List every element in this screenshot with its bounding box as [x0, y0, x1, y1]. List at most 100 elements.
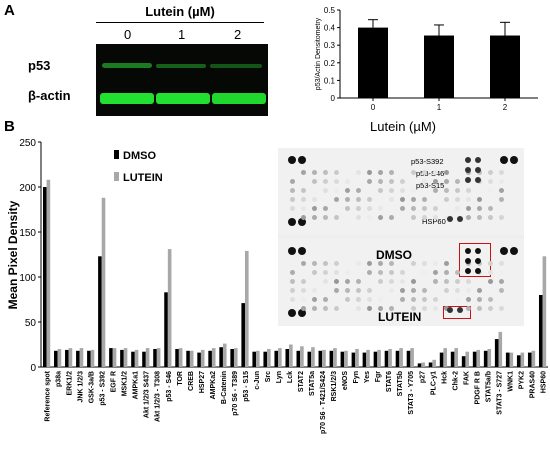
array-spot: [388, 305, 394, 311]
dmso-bar: [406, 350, 411, 367]
dmso-bar: [274, 350, 279, 367]
densitometry-y-tick-label: 0.1: [324, 76, 336, 85]
array-spot: [355, 205, 361, 211]
pixel-density-x-tick-label: p70 S6 - T389: [232, 371, 239, 416]
highlight-box-p53: [459, 243, 491, 277]
lutein-bar: [465, 351, 470, 367]
array-spot: [487, 296, 493, 302]
array-spot: [388, 287, 394, 293]
array-spot: [432, 169, 438, 175]
array-spot: [388, 278, 394, 284]
densitometry-bar: [490, 35, 520, 98]
array-spot: [399, 178, 405, 184]
array-spot: [432, 187, 438, 193]
lutein-bar: [421, 362, 425, 367]
array-spot: [355, 169, 361, 175]
array-spot: [410, 169, 416, 175]
dmso-bar: [296, 350, 301, 367]
dmso-bar: [494, 339, 499, 367]
pixel-density-x-tick-label: FAK: [463, 371, 470, 385]
pixel-density-x-tick-label: B-Catenin: [221, 371, 228, 404]
array-spot: [322, 214, 328, 220]
dmso-bar: [450, 351, 455, 367]
pixel-density-x-tick-label: STAT6: [386, 371, 393, 392]
lutein-bar: [399, 348, 403, 367]
array-spot: [300, 196, 306, 202]
dmso-bar: [164, 292, 168, 367]
array-spot: [487, 214, 493, 220]
pixel-density-x-tick-label: MSK1/2: [122, 371, 129, 396]
lutein-bar: [112, 348, 117, 367]
array-spot: [487, 305, 493, 311]
lutein-bar: [355, 349, 359, 367]
lutein-bar: [542, 256, 547, 367]
array-spot: [465, 278, 471, 284]
array-spot: [410, 305, 416, 311]
array-spot: [421, 169, 427, 175]
array-spot: [311, 305, 317, 311]
dmso-bar: [461, 356, 466, 367]
actin-band-1: [156, 93, 210, 104]
dmso-bar: [351, 352, 356, 367]
lutein-bar: [90, 349, 95, 367]
array-spot: [465, 187, 471, 193]
array-spot: [475, 258, 481, 264]
pixel-density-y-tick-label: 150: [19, 228, 36, 239]
array-spot: [475, 268, 481, 274]
blot-dose-0: 0: [124, 27, 132, 42]
lutein-bar: [57, 349, 62, 367]
pixel-density-x-tick-label: RSK1/2/3: [331, 371, 338, 401]
lutein-bar: [211, 348, 216, 367]
lutein-bar: [443, 348, 447, 367]
array-spot: [355, 196, 361, 202]
actin-band-0: [100, 93, 154, 104]
lutein-bar: [454, 348, 459, 367]
pixel-density-x-tick-label: TOR: [177, 371, 184, 386]
array-spot: [487, 205, 493, 211]
array-spot: [443, 260, 449, 266]
array-spot: [344, 187, 350, 193]
lutein-bar: [79, 348, 84, 367]
array-spot: [487, 278, 493, 284]
array-spot: [410, 187, 416, 193]
pixel-density-y-title: Mean Pixel Density: [6, 200, 20, 309]
lutein-bar: [278, 348, 282, 367]
array-spot: [298, 218, 306, 226]
lutein-bar: [46, 179, 51, 367]
pixel-density-x-tick-label: Fyn: [353, 371, 360, 383]
array-spot: [300, 169, 306, 175]
dmso-bar: [120, 349, 124, 367]
densitometry-x-tick-label: 0: [371, 103, 376, 112]
lutein-bar: [509, 352, 514, 367]
array-spot: [510, 156, 518, 164]
array-spot: [432, 260, 438, 266]
dmso-bar: [219, 347, 223, 367]
dmso-bar: [230, 349, 234, 367]
array-spot: [443, 278, 449, 284]
array-spot: [500, 156, 508, 164]
array-spot: [344, 287, 350, 293]
array-spot: [454, 196, 460, 202]
pixel-density-x-tick-label: Chk-2: [452, 371, 459, 391]
panel-a-letter: A: [4, 2, 15, 19]
array-spot: [443, 305, 449, 311]
array-spot: [289, 278, 295, 284]
dmso-bar: [384, 350, 389, 367]
pixel-density-x-tick-label: PYK2: [518, 371, 525, 389]
array-spot: [300, 296, 306, 302]
dmso-bar: [175, 349, 179, 367]
lutein-bar: [101, 197, 106, 367]
pixel-density-x-tick-label: c-Jun: [254, 371, 261, 390]
array-spot: [289, 196, 295, 202]
array-spot: [410, 278, 416, 284]
dmso-bar: [527, 352, 532, 367]
array-spot: [289, 178, 295, 184]
dmso-bar: [472, 351, 477, 367]
array-label-lutein: LUTEIN: [378, 310, 422, 324]
lutein-bar: [322, 349, 326, 367]
array-spot: [399, 187, 405, 193]
legend-label-dmso: DMSO: [123, 150, 156, 162]
densitometry-y-tick-label: 0: [331, 94, 336, 103]
pixel-density-x-tick-label: AMPKa1: [133, 371, 140, 400]
